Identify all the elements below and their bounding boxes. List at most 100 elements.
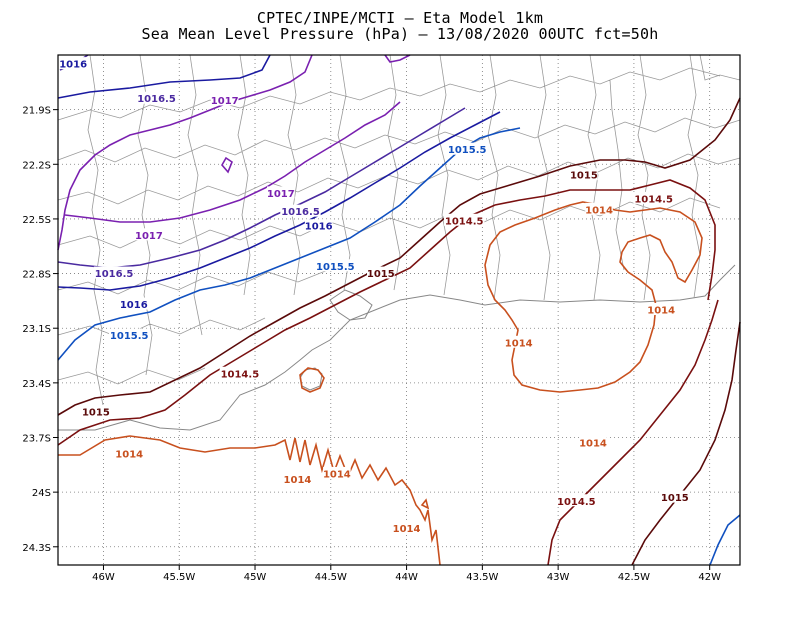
isobar-label-0: 1016 bbox=[59, 60, 87, 71]
coastline bbox=[58, 264, 736, 431]
isobar-label-bg-9 bbox=[119, 297, 148, 310]
isobar-label-6: 1016 bbox=[305, 222, 333, 233]
isobar-label-bg-16 bbox=[585, 202, 613, 215]
isobar-1014-loop-east bbox=[484, 201, 703, 393]
isobar-label-18: 1014 bbox=[505, 338, 533, 349]
bay bbox=[329, 289, 373, 321]
isobar-label-bg-15 bbox=[633, 191, 674, 204]
isobar-1014-small bbox=[420, 498, 430, 510]
isobar-label-bg-23 bbox=[283, 472, 312, 485]
isobar-label-11: 1015.5 bbox=[316, 262, 355, 273]
isobar-label-7: 1017 bbox=[135, 231, 163, 242]
isobar-label-bg-2 bbox=[210, 93, 239, 106]
isobar-label-bg-11 bbox=[315, 259, 356, 272]
isobar-1015-5-east bbox=[709, 514, 741, 566]
x-tick-label-3: 44.5W bbox=[315, 572, 347, 583]
isobar-1014-5 bbox=[57, 179, 716, 446]
isobar-label-27: 1015 bbox=[661, 493, 689, 504]
isobar-1017-main bbox=[57, 54, 313, 251]
isobar-label-8: 1016.5 bbox=[95, 269, 134, 280]
isobar-label-9: 1016 bbox=[120, 300, 148, 311]
isobars bbox=[57, 54, 741, 566]
isobar-label-bg-1 bbox=[136, 91, 177, 104]
isobar-label-bg-25 bbox=[392, 521, 421, 534]
isobar-1015 bbox=[57, 97, 741, 416]
isobar-label-5: 1016.5 bbox=[281, 207, 320, 218]
isobar-1017-north bbox=[384, 54, 411, 63]
isobar-label-3: 1015.5 bbox=[448, 145, 487, 156]
isobar-1016 bbox=[57, 111, 501, 291]
y-tick-label-3: 22.8S bbox=[22, 270, 51, 281]
boundary-lines bbox=[57, 54, 741, 411]
x-tick-label-6: 43W bbox=[547, 572, 570, 583]
title-line-1: CPTEC/INPE/MCTI – Eta Model 1km bbox=[256, 9, 544, 27]
isobar-labels: 1016 1016.5 1017 1015.5 1017 1016.5 1016 1017 10… bbox=[59, 57, 689, 535]
isobar-label-25: 1014 bbox=[393, 524, 421, 535]
isobar-1017-loop bbox=[64, 101, 401, 223]
isobar-1014-coast bbox=[58, 435, 441, 566]
isobar-label-bg-26 bbox=[556, 494, 597, 507]
x-tick-label-5: 43.5W bbox=[466, 572, 498, 583]
isobar-1017-small bbox=[221, 156, 233, 174]
map-title: CPTEC/INPE/MCTI – Eta Model 1km Sea Mean… bbox=[0, 10, 800, 42]
isobar-label-19: 1014 bbox=[579, 438, 607, 449]
isobar-label-22: 1014 bbox=[115, 449, 143, 460]
isobar-label-bg-7 bbox=[135, 228, 163, 241]
isobar-1014-island bbox=[299, 367, 325, 393]
y-tick-label-7: 24S bbox=[32, 488, 51, 499]
isobar-label-bg-24 bbox=[323, 466, 351, 479]
y-tick-label-1: 22.2S bbox=[22, 160, 51, 171]
isobar-label-12: 1015 bbox=[367, 269, 395, 280]
isobar-label-21: 1015 bbox=[82, 408, 110, 419]
isobar-label-bg-0 bbox=[59, 57, 87, 70]
isobar-label-bg-5 bbox=[280, 204, 321, 217]
isobar-label-bg-27 bbox=[661, 490, 689, 503]
grid-lines bbox=[58, 55, 740, 565]
isobar-label-bg-18 bbox=[504, 335, 533, 348]
municipal-boundaries bbox=[57, 54, 741, 431]
isobar-1015-south bbox=[631, 321, 741, 566]
isobar-label-bg-8 bbox=[93, 266, 135, 279]
x-tick-label-2: 45W bbox=[244, 572, 267, 583]
isobar-1015-5 bbox=[57, 127, 521, 361]
map-frame bbox=[57, 54, 741, 566]
isobar-label-23: 1014 bbox=[284, 475, 312, 486]
isobar-label-bg-14 bbox=[570, 168, 598, 181]
isobar-label-bg-12 bbox=[367, 266, 395, 279]
axis-ticks: 46W 45.5W 45W 44.5W 44W 43.5W 43W 42.5W 42W 21.9S… bbox=[22, 106, 721, 583]
isobar-label-bg-13 bbox=[443, 213, 485, 226]
isobar-1016-north bbox=[57, 54, 271, 99]
isobar-label-2: 1017 bbox=[211, 96, 239, 107]
y-tick-label-0: 21.9S bbox=[22, 106, 51, 117]
isobar-label-24: 1014 bbox=[323, 469, 351, 480]
y-tick-label-8: 24.3S bbox=[22, 543, 51, 554]
x-tick-label-1: 45.5W bbox=[163, 572, 195, 583]
x-tick-label-7: 42.5W bbox=[618, 572, 650, 583]
isobar-label-26: 1014.5 bbox=[557, 497, 596, 508]
isobar-label-bg-19 bbox=[579, 435, 607, 448]
isobar-label-1: 1016.5 bbox=[137, 94, 176, 105]
isobar-label-bg-6 bbox=[304, 219, 333, 232]
isobar-label-bg-4 bbox=[266, 186, 295, 199]
isobar-label-bg-3 bbox=[447, 142, 488, 155]
isobar-label-4: 1017 bbox=[267, 189, 295, 200]
isobar-label-bg-20 bbox=[219, 366, 261, 379]
y-tick-label-2: 22.5S bbox=[22, 215, 51, 226]
isobar-1016-5 bbox=[57, 107, 466, 269]
isobar-label-bg-17 bbox=[647, 303, 675, 315]
x-tick-label-8: 42W bbox=[698, 572, 721, 583]
isobar-label-10: 1015.5 bbox=[110, 331, 149, 342]
isobar-label-15: 1014.5 bbox=[634, 194, 673, 205]
y-tick-label-6: 23.7S bbox=[22, 434, 51, 445]
isobar-label-bg-10 bbox=[109, 328, 150, 341]
isobar-label-16: 1014 bbox=[585, 205, 613, 216]
isobar-label-14: 1015 bbox=[570, 171, 598, 182]
title-line-2: Sea Mean Level Pressure (hPa) – 13/08/20… bbox=[141, 25, 659, 43]
isobar-label-20: 1014.5 bbox=[221, 369, 260, 380]
y-tick-label-5: 23.4S bbox=[22, 379, 51, 390]
x-tick-label-0: 46W bbox=[92, 572, 115, 583]
isobar-label-13: 1014.5 bbox=[445, 216, 484, 227]
isobar-label-17: 1014 bbox=[647, 306, 675, 317]
isobar-1014-5-south bbox=[547, 299, 719, 566]
